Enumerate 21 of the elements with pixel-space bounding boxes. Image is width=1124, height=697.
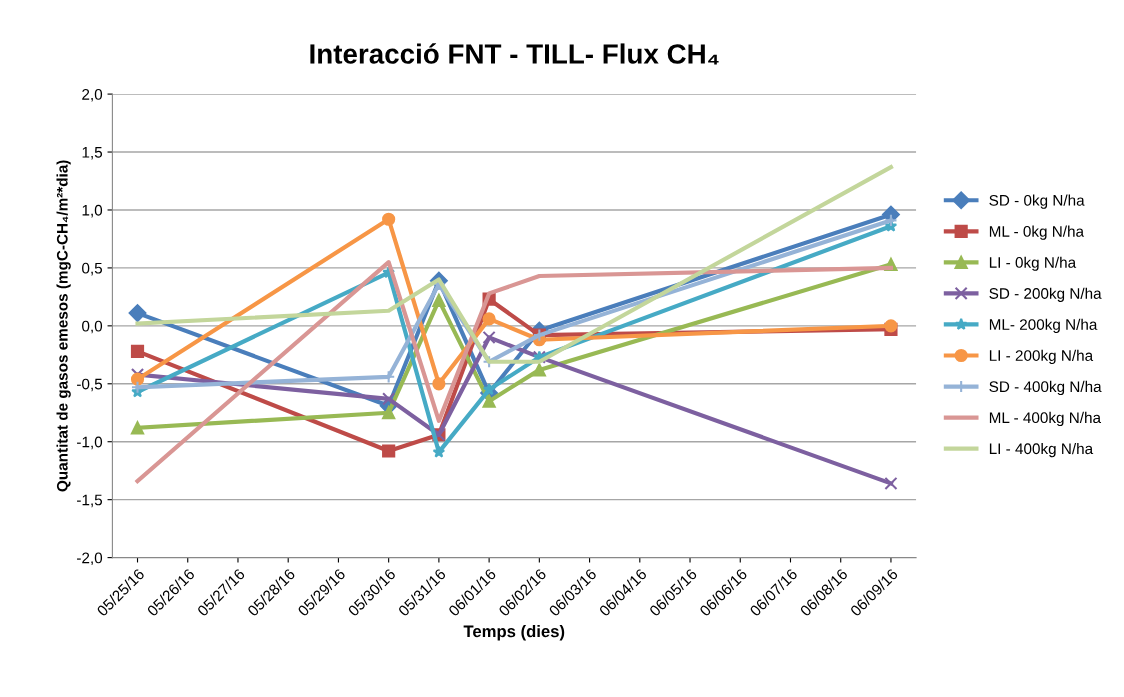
legend-label: ML- 200kg N/ha xyxy=(989,318,1098,333)
chart-title: Interacció FNT - TILL- Flux CH₄ xyxy=(310,43,719,65)
legend-label: LI - 400kg N/ha xyxy=(989,442,1094,458)
legend-label: ML - 400kg N/ha xyxy=(989,411,1102,427)
legend-label: SD - 0kg N/ha xyxy=(989,194,1085,209)
x-axis-title: Temps (dies) xyxy=(463,625,565,641)
y-tick-label: -1,5 xyxy=(77,494,103,508)
y-tick-label: 0,0 xyxy=(82,320,103,334)
y-tick-label: 1,5 xyxy=(82,147,103,160)
legend-label: LI - 0kg N/ha xyxy=(989,256,1077,271)
legend-label: SD - 400kg N/ha xyxy=(989,380,1102,396)
y-tick-label: -1,0 xyxy=(77,436,103,450)
y-tick-label: 2,0 xyxy=(82,88,103,102)
y-axis-title: Quantitat de gasos emesos (mgC-CH₄/m²*dia) xyxy=(56,160,71,492)
y-tick-label: -0,5 xyxy=(77,378,103,392)
legend-label: SD - 200kg N/ha xyxy=(989,287,1102,302)
y-tick-label: 1,0 xyxy=(82,204,103,218)
y-tick-label: -2,0 xyxy=(77,552,103,566)
y-tick-label: 0,5 xyxy=(82,262,103,276)
legend-label: LI - 200kg N/ha xyxy=(989,349,1094,365)
legend-label: ML - 0kg N/ha xyxy=(989,225,1085,240)
